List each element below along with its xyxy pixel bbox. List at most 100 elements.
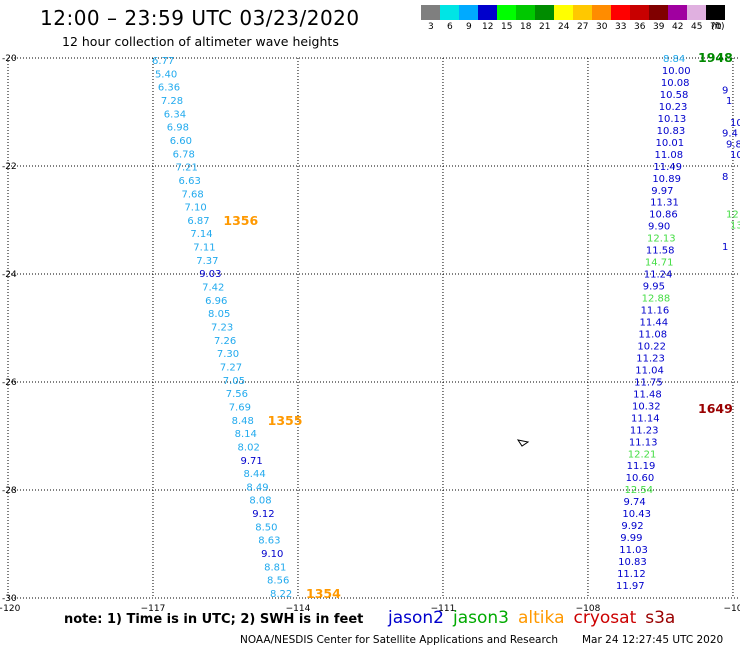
swh-value: 9.74 [623,497,645,508]
swh-value: 11.04 [635,365,664,376]
scale-label: 42 [672,22,684,32]
swh-value: 9.03 [199,269,221,280]
swh-value: 10.86 [649,210,678,221]
satellite-legend: jason2 jason3 altika cryosat s3a [388,608,684,628]
scale-swatch [421,5,440,20]
swh-value: 6.77 [152,56,174,67]
scale-label: 30 [596,22,608,32]
pass-time-label: 1356 [223,213,258,228]
swh-value: 8.14 [235,429,257,440]
swh-value: 8.81 [264,562,286,573]
swh-value: 7.69 [229,402,251,413]
scale-label: 39 [653,22,665,32]
scale-label: 33 [615,22,627,32]
generated-timestamp: Mar 24 12:27:45 UTC 2020 [582,634,724,646]
swh-value: 8.84 [663,54,685,65]
swh-value: 7.30 [217,349,239,360]
scale-label: 12 [482,22,494,32]
swh-value: 12.13 [647,234,676,245]
swh-value: 10.22 [637,341,666,352]
swh-value: 8.02 [238,442,260,453]
swh-value: 11.24 [644,270,673,281]
scale-swatch [535,5,554,20]
swh-value: 10.8 [730,150,740,161]
scale-swatch [554,5,573,20]
swh-value: 10.83 [657,126,686,137]
page-title: 12:00 – 23:59 UTC 03/23/2020 [40,6,360,30]
swh-value: 14.71 [645,258,674,269]
lon-tick-label: −117 [141,604,166,614]
swh-value: 9.71 [241,456,263,467]
scale-label: 24 [558,22,570,32]
swh-value: 6.98 [167,123,189,134]
scale-swatch [649,5,668,20]
swh-value: 10.43 [622,509,651,520]
swh-value: 7.05 [223,376,245,387]
scale-label: 27 [577,22,589,32]
swh-value: 11.12 [617,569,646,580]
legend-s3a: s3a [645,608,676,628]
swh-value: 6.60 [170,136,192,147]
swh-value: 11.97 [616,581,645,592]
swh-value: 11.16 [641,306,670,317]
scale-swatch [516,5,535,20]
pass-time-label: 1355 [268,413,303,428]
swh-value: 9.90 [648,222,670,233]
swh-value: 7.26 [214,336,236,347]
scale-label: 3 [428,22,434,32]
swh-value: 12.54 [625,485,654,496]
swh-value: 10.08 [661,78,690,89]
swh-value: 10.32 [632,401,661,412]
lon-tick-label: −111 [431,604,456,614]
pass-time-label: 1948 [698,50,733,65]
scale-swatch [440,5,459,20]
graticule: −120 −117 −114 −111 −108 −10 -20 -22 -24 -26 -28 -3… [0,54,740,614]
swh-value: 7.68 [182,189,204,200]
swh-value: 6.34 [164,109,186,120]
swh-value: 6.36 [158,83,180,94]
lon-tick-label: −108 [576,604,601,614]
swh-value: 8.22 [270,589,292,600]
swh-value: 8.08 [249,496,271,507]
swh-value: 7.11 [193,243,215,254]
scale-swatch [687,5,706,20]
lat-tick-label: -26 [2,378,17,388]
scale-unit: (ft) [711,22,725,32]
swh-value: 7.27 [220,362,242,373]
scale-swatch [478,5,497,20]
swh-value: 9.99 [620,533,642,544]
swh-value: 11.23 [630,425,659,436]
swh-value: 10.58 [660,90,689,101]
swh-value: 12 [726,210,739,221]
scale-label: 15 [501,22,513,32]
swh-value: 7.23 [211,323,233,334]
swh-value: 9 [722,85,728,96]
scale-label: 45 [691,22,703,32]
swh-value: 11.58 [646,246,675,257]
swh-value: 9.12 [252,509,274,520]
swh-value: 12.88 [642,294,671,305]
footnote: note: 1) Time is in UTC; 2) SWH is in fe… [64,612,364,627]
lat-tick-label: -28 [2,486,17,496]
swh-value: 8.05 [208,309,230,320]
swh-value: 11.14 [631,413,660,424]
swh-value: 9.95 [643,282,665,293]
swh-value: 7.10 [184,203,206,214]
swh-value: 10.60 [626,473,655,484]
scale-label: 9 [466,22,472,32]
scale-label: 6 [447,22,453,32]
swh-value: 10.89 [652,174,681,185]
swh-value: 8.44 [243,469,265,480]
swh-value: 11.23 [636,353,665,364]
swh-value: 7.21 [176,163,198,174]
swh-value: 1 [726,96,732,107]
lat-tick-label: -22 [2,162,17,172]
credit-line: NOAA/NESDIS Center for Satellite Applica… [240,634,558,646]
swh-value: 10.83 [618,557,647,568]
swh-value: 8.49 [246,482,268,493]
swh-value: 10.13 [658,114,687,125]
swh-value: 11.03 [619,545,648,556]
scale-swatch [592,5,611,20]
swh-value: 9.92 [621,521,643,532]
